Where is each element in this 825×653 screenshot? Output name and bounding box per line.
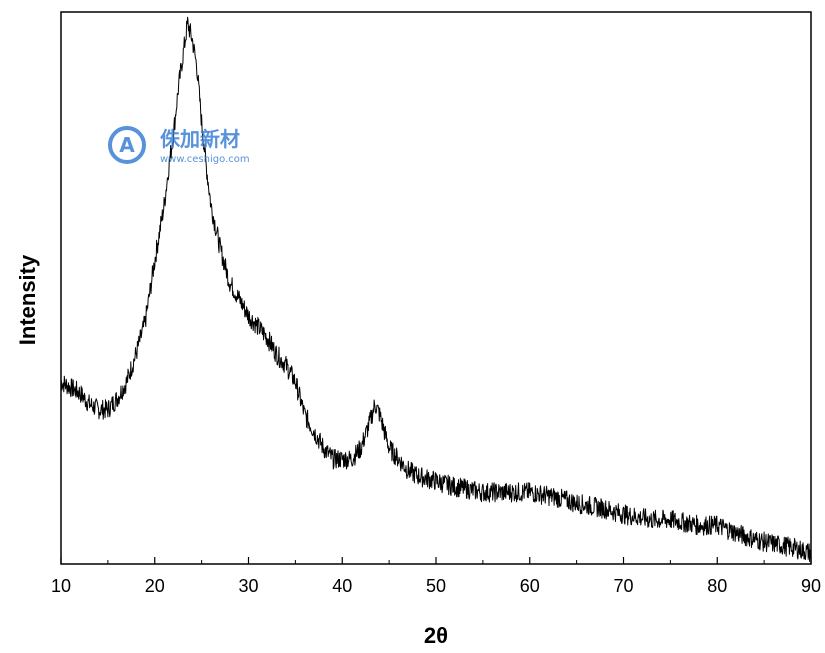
watermark-url-text: www.ceshigo.com — [160, 154, 250, 165]
watermark: A 侏加新材 www.ceshigo.com — [108, 126, 250, 165]
x-axis-title: 2θ — [424, 623, 448, 648]
y-axis-title: Intensity — [15, 254, 40, 345]
x-tick-label-20: 20 — [145, 576, 165, 596]
watermark-logo-icon — [108, 126, 146, 164]
x-tick-label-80: 80 — [707, 576, 727, 596]
x-tick-label-90: 90 — [801, 576, 821, 596]
x-axis-tick-labels: 10 20 30 40 50 60 70 80 90 — [51, 576, 821, 596]
x-axis-ticks — [60, 557, 812, 564]
x-tick-label-10: 10 — [51, 576, 71, 596]
x-tick-label-70: 70 — [613, 576, 633, 596]
plot-frame — [60, 11, 812, 565]
x-tick-label-30: 30 — [238, 576, 258, 596]
x-tick-label-50: 50 — [426, 576, 446, 596]
watermark-logo-letter: A — [119, 133, 135, 157]
watermark-brand-text: 侏加新材 — [160, 127, 240, 151]
intensity-series-line — [60, 16, 812, 562]
x-tick-label-60: 60 — [520, 576, 540, 596]
x-tick-label-40: 40 — [332, 576, 352, 596]
